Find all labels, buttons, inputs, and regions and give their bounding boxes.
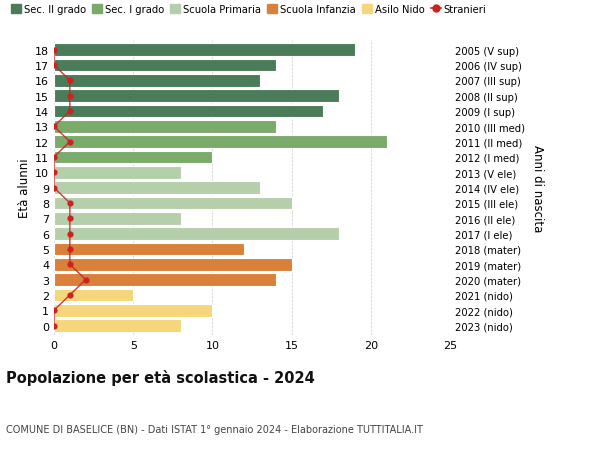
Point xyxy=(49,185,59,192)
Point xyxy=(65,215,74,223)
Bar xyxy=(54,304,212,317)
Point xyxy=(65,230,74,238)
Bar xyxy=(54,90,339,103)
Point xyxy=(49,154,59,161)
Point xyxy=(65,78,74,85)
Point xyxy=(65,200,74,207)
Point xyxy=(65,246,74,253)
Bar xyxy=(54,213,181,225)
Point xyxy=(81,276,91,284)
Bar xyxy=(54,75,260,87)
Legend: Sec. II grado, Sec. I grado, Scuola Primaria, Scuola Infanzia, Asilo Nido, Stran: Sec. II grado, Sec. I grado, Scuola Prim… xyxy=(11,5,487,15)
Bar xyxy=(54,44,355,57)
Point xyxy=(49,62,59,69)
Bar xyxy=(54,197,292,210)
Point xyxy=(65,108,74,115)
Point xyxy=(65,139,74,146)
Point xyxy=(49,47,59,54)
Bar xyxy=(54,182,260,195)
Bar xyxy=(54,151,212,164)
Bar xyxy=(54,60,276,72)
Bar xyxy=(54,289,133,302)
Y-axis label: Anni di nascita: Anni di nascita xyxy=(532,145,544,232)
Point xyxy=(49,307,59,314)
Point xyxy=(49,322,59,330)
Point xyxy=(65,93,74,100)
Bar xyxy=(54,106,323,118)
Bar xyxy=(54,167,181,179)
Y-axis label: Età alunni: Età alunni xyxy=(18,158,31,218)
Text: Popolazione per età scolastica - 2024: Popolazione per età scolastica - 2024 xyxy=(6,369,315,386)
Bar xyxy=(54,121,276,133)
Point xyxy=(49,123,59,131)
Bar xyxy=(54,258,292,271)
Text: COMUNE DI BASELICE (BN) - Dati ISTAT 1° gennaio 2024 - Elaborazione TUTTITALIA.I: COMUNE DI BASELICE (BN) - Dati ISTAT 1° … xyxy=(6,425,423,435)
Point xyxy=(65,261,74,269)
Bar xyxy=(54,274,276,286)
Bar xyxy=(54,228,339,241)
Point xyxy=(49,169,59,177)
Bar xyxy=(54,243,244,256)
Bar xyxy=(54,136,386,149)
Point xyxy=(65,291,74,299)
Bar xyxy=(54,319,181,332)
